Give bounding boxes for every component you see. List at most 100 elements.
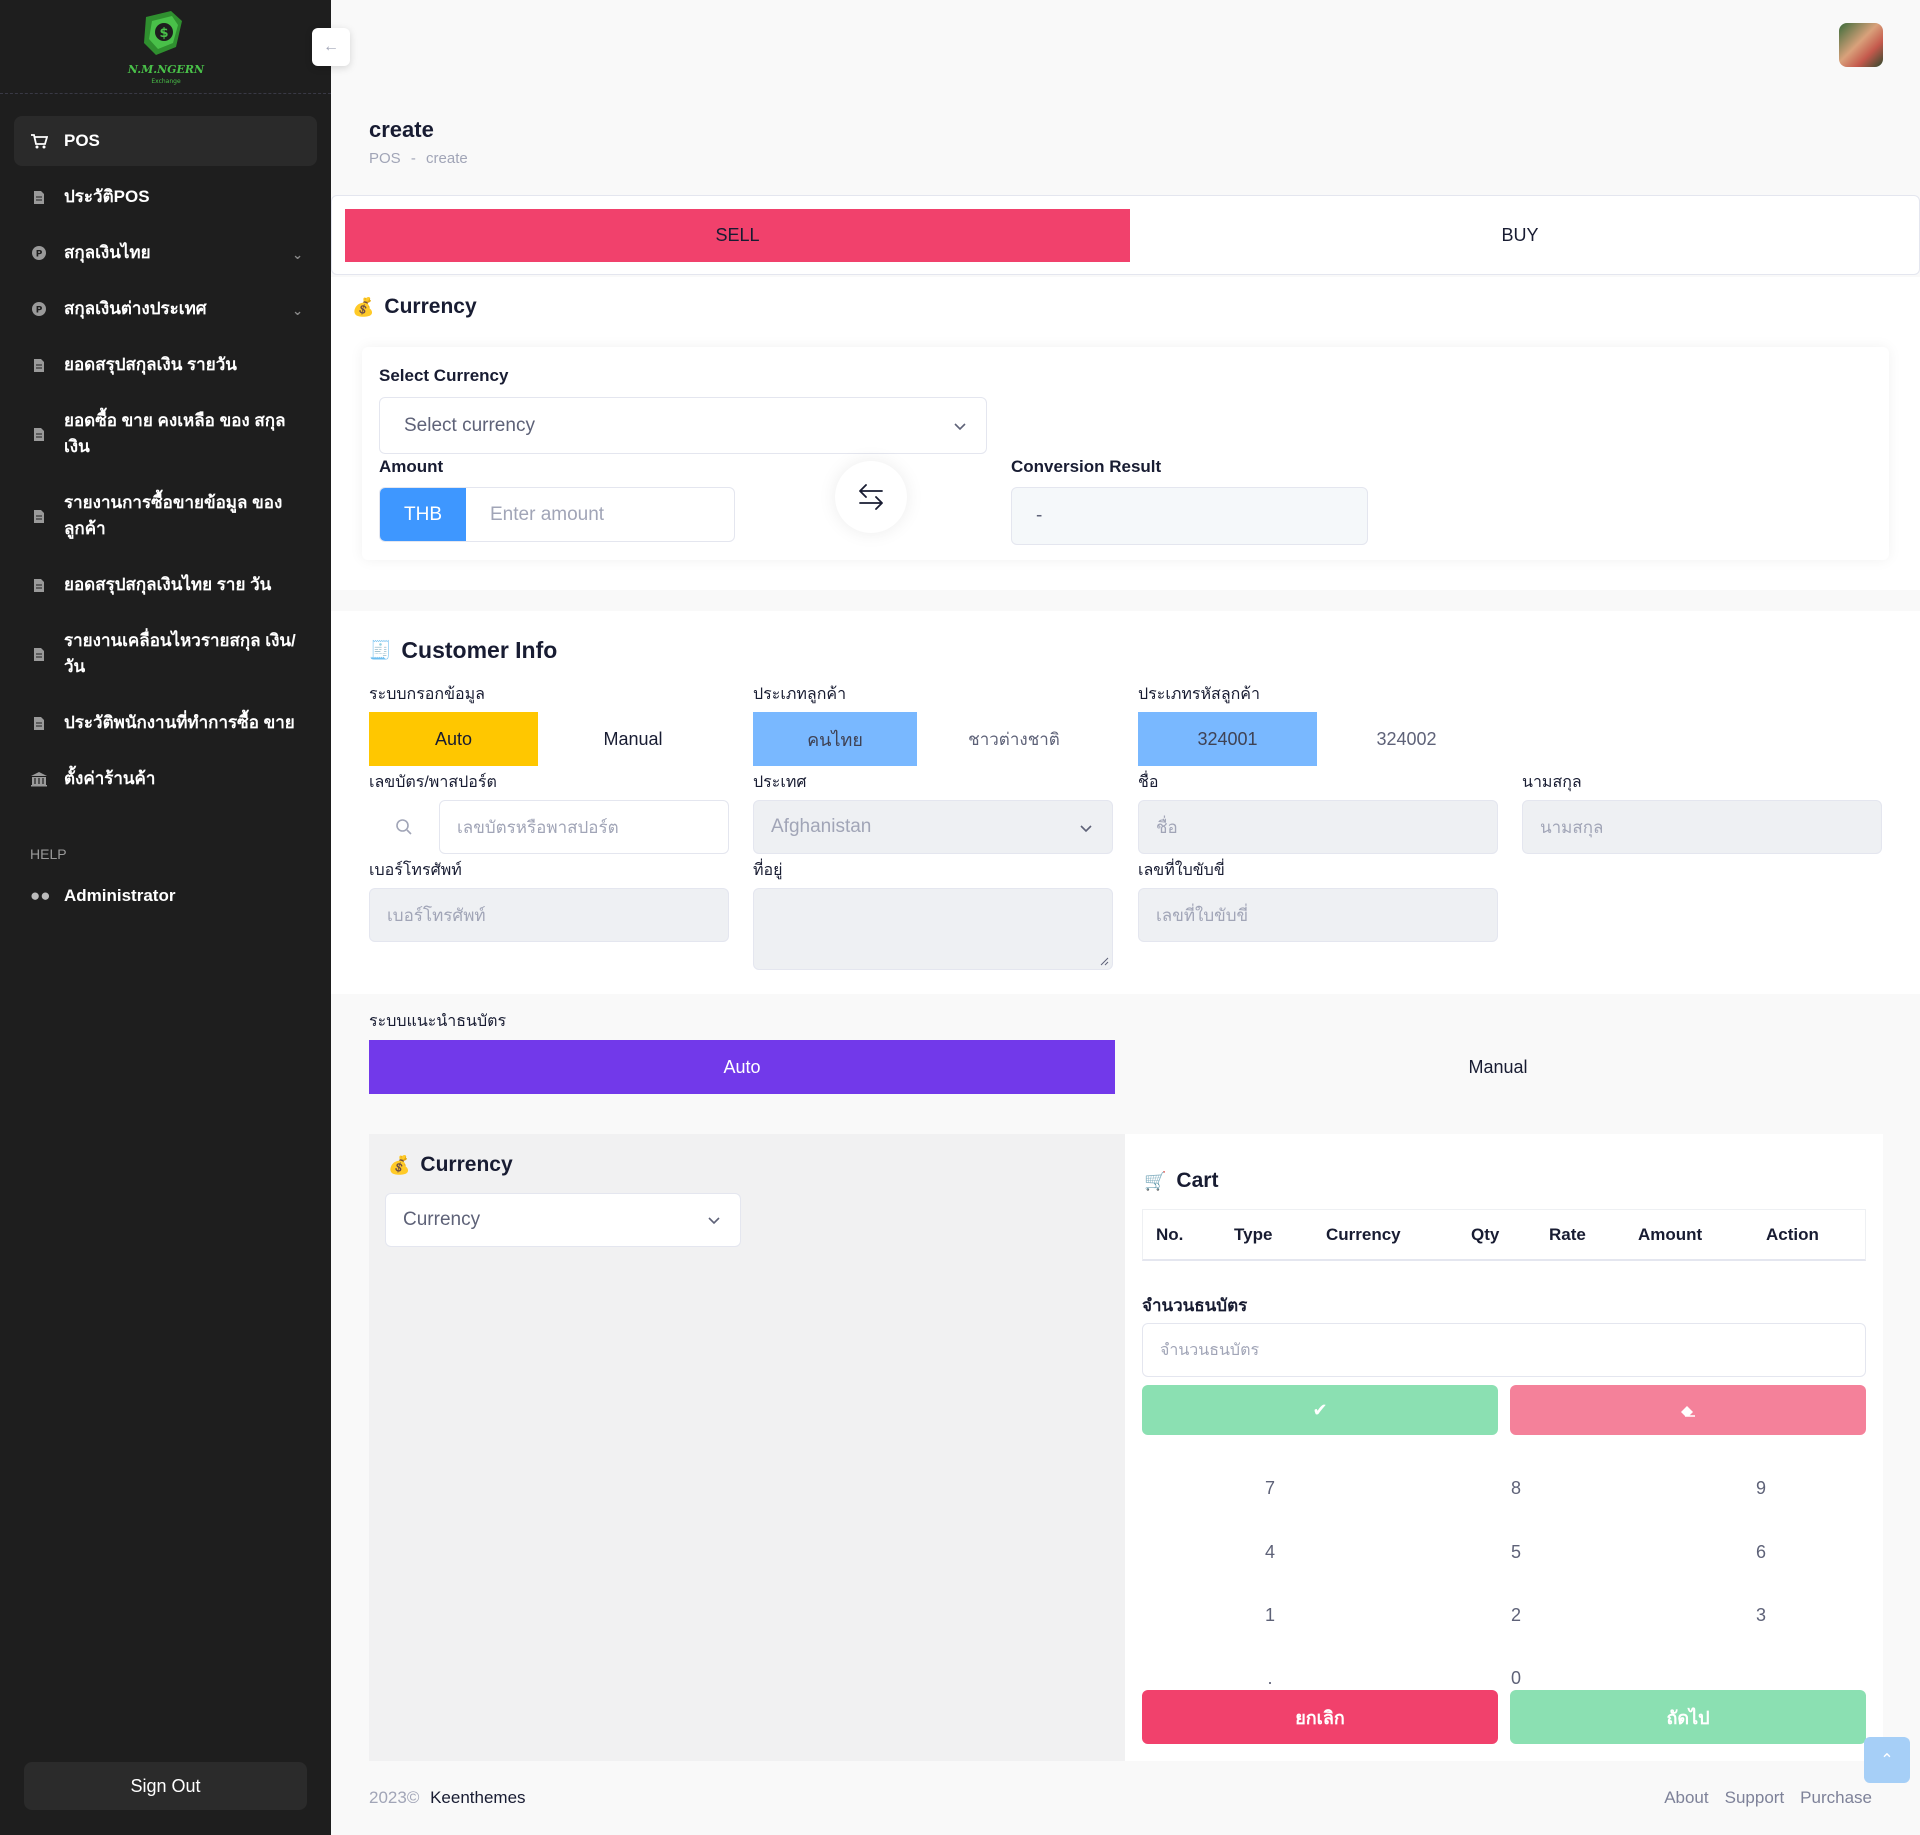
next-button[interactable]: ถัดไป xyxy=(1510,1690,1866,1744)
banknote-auto-button[interactable]: Auto xyxy=(369,1040,1115,1094)
customer-info-title: 🧾 Customer Info xyxy=(369,635,557,665)
sign-out-button[interactable]: Sign Out xyxy=(24,1762,307,1810)
banknote-count-input[interactable]: จำนวนธนบัตร xyxy=(1142,1323,1866,1377)
customer-type-label: ประเภทลูกค้า xyxy=(753,686,847,703)
sidebar-item-label: ตั้งค่าร้านค้า xyxy=(64,769,156,788)
numpad-key[interactable]: 7 xyxy=(1264,1478,1275,1498)
numpad-key[interactable]: 2 xyxy=(1510,1605,1521,1625)
column-header-rate: Rate xyxy=(1549,1224,1586,1244)
first-name-input[interactable]: ชื่อ xyxy=(1138,800,1498,854)
last-name-label: นามสกุล xyxy=(1522,774,1582,791)
phone-input[interactable]: เบอร์โทรศัพท์ xyxy=(369,888,729,942)
tab-sell[interactable]: SELL xyxy=(345,209,1130,262)
breadcrumb: POS - create xyxy=(369,150,468,167)
column-header-currency: Currency xyxy=(1326,1224,1401,1244)
sidebar-item[interactable]: ยอดสรุปสกุลเงินไทย ราย วัน xyxy=(14,560,317,610)
sidebar-item-label: Administrator xyxy=(64,886,176,904)
numpad-key[interactable]: 4 xyxy=(1264,1542,1275,1562)
svg-text:P: P xyxy=(36,250,43,260)
customer-code-324002-button[interactable]: 324002 xyxy=(1376,728,1437,749)
document-icon xyxy=(30,356,48,374)
country-select-value: Afghanistan xyxy=(771,816,872,837)
select-currency-dropdown[interactable]: Select currency xyxy=(379,397,987,454)
entry-mode-auto-button[interactable]: Auto xyxy=(369,712,538,766)
cart-panel: 🛒 Cart No. Type Currency Qty Rate Amount… xyxy=(1125,1134,1883,1761)
sidebar-item-label: POS xyxy=(64,131,100,150)
sidebar-item-label: ยอดซื้อ ขาย คงเหลือ ของ สกุลเงิน xyxy=(64,411,286,456)
sidebar-item-label: ประวัติPOS xyxy=(64,187,150,206)
sidebar-item[interactable]: ยอดซื้อ ขาย คงเหลือ ของ สกุลเงิน xyxy=(14,396,317,472)
shopping-cart-icon: 🛒 xyxy=(1144,1170,1167,1191)
document-icon xyxy=(30,425,48,443)
eraser-icon xyxy=(1681,1406,1695,1417)
sidebar-item[interactable]: ประวัติพนักงานที่ทำการซื้อ ขาย xyxy=(14,698,317,748)
entry-mode-label: ระบบกรอกข้อมูล xyxy=(369,686,485,703)
svg-text:$: $ xyxy=(159,26,168,41)
swap-currency-button[interactable] xyxy=(835,461,907,533)
numpad-key[interactable]: 9 xyxy=(1755,1478,1766,1498)
footer-link-about[interactable]: About xyxy=(1664,1788,1709,1807)
sidebar-item[interactable]: รายงานการซื้อขายข้อมูล ของลูกค้า xyxy=(14,478,317,554)
sidebar-item-label: สกุลเงินไทย xyxy=(64,243,151,262)
currency-section-title: 💰 Currency xyxy=(352,287,477,327)
resize-handle-icon xyxy=(1100,957,1109,966)
money-bag-icon: 💰 xyxy=(352,296,375,317)
footer-link-support[interactable]: Support xyxy=(1724,1788,1785,1807)
money-bag-icon: 💰 xyxy=(388,1154,411,1175)
customer-code-324001-button[interactable]: 324001 xyxy=(1138,712,1317,766)
numpad-key[interactable]: 0 xyxy=(1510,1668,1521,1688)
numpad-key[interactable]: 5 xyxy=(1510,1542,1521,1562)
sidebar-collapse-button[interactable]: ← xyxy=(312,28,350,66)
last-name-input[interactable]: นามสกุล xyxy=(1522,800,1882,854)
tab-buy[interactable]: BUY xyxy=(1501,225,1539,245)
cancel-button[interactable]: ยกเลิก xyxy=(1142,1690,1498,1744)
page-title: create xyxy=(369,117,434,142)
numpad-key[interactable]: 1 xyxy=(1264,1605,1275,1625)
sidebar-item[interactable]: ประวัติPOS xyxy=(14,172,317,222)
customer-type-foreign-button[interactable]: ชาวต่างชาติ xyxy=(968,729,1060,749)
amount-input[interactable]: Enter amount xyxy=(490,503,605,525)
sidebar-item[interactable]: ตั้งค่าร้านค้า xyxy=(14,754,317,804)
country-select[interactable]: Afghanistan xyxy=(753,800,1113,854)
sidebar-item-administrator[interactable]: ●● Administrator xyxy=(0,876,331,904)
svg-text:N.M.NGERN: N.M.NGERN xyxy=(126,63,204,76)
brand-logo[interactable]: $ N.M.NGERN Exchange xyxy=(116,7,216,87)
scroll-to-top-button[interactable]: ⌃ xyxy=(1864,1737,1910,1783)
breadcrumb-separator: - xyxy=(410,150,416,167)
column-header-type: Type xyxy=(1234,1224,1273,1244)
sidebar-item[interactable]: รายงานเคลื่อนไหวรายสกุล เงิน/วัน xyxy=(14,616,317,692)
breadcrumb-root[interactable]: POS xyxy=(369,150,401,167)
arrow-up-icon: ⌃ xyxy=(1880,1752,1894,1769)
address-textarea[interactable] xyxy=(753,888,1113,970)
document-icon xyxy=(30,645,48,663)
footer-link-purchase[interactable]: Purchase xyxy=(1800,1788,1872,1807)
confirm-button[interactable]: ✔ xyxy=(1142,1385,1498,1435)
id-passport-input[interactable]: เลขบัตรหรือพาสปอร์ต xyxy=(439,800,729,854)
sidebar-item[interactable]: P สกุลเงินต่างประเทศ ⌄ xyxy=(14,284,317,334)
amount-currency-prefix: THB xyxy=(380,488,466,541)
numpad-key[interactable]: 8 xyxy=(1510,1478,1521,1498)
user-avatar[interactable] xyxy=(1839,23,1883,67)
sidebar-item[interactable]: ยอดสรุปสกุลเงิน รายวัน xyxy=(14,340,317,390)
sidebar-item-label: รายงานการซื้อขายข้อมูล ของลูกค้า xyxy=(64,493,283,538)
currency-converter-card: Select Currency Select currency Amount T… xyxy=(362,347,1889,560)
numpad-key[interactable]: 3 xyxy=(1755,1605,1766,1625)
swap-arrows-icon xyxy=(859,484,883,510)
numpad-key[interactable]: . xyxy=(1267,1668,1273,1688)
customer-code-type-label: ประเภทรหัสลูกค้า xyxy=(1138,686,1260,703)
sidebar: $ N.M.NGERN Exchange POS ประวัติPOS P สกุลเ… xyxy=(0,0,331,1835)
select-currency-label: Select Currency xyxy=(379,366,509,385)
banknote-manual-button[interactable]: Manual xyxy=(1468,1056,1528,1077)
chevron-down-icon: ⌄ xyxy=(292,247,303,262)
currency-panel-select[interactable]: Currency xyxy=(385,1193,741,1247)
numpad-key[interactable]: 6 xyxy=(1755,1542,1766,1562)
license-input[interactable]: เลขที่ใบขับขี่ xyxy=(1138,888,1498,942)
sidebar-item[interactable]: P สกุลเงินไทย ⌄ xyxy=(14,228,317,278)
sidebar-item-label: รายงานเคลื่อนไหวรายสกุล เงิน/วัน xyxy=(64,631,296,676)
sidebar-item[interactable]: POS xyxy=(14,116,317,166)
erase-button[interactable] xyxy=(1510,1385,1866,1435)
entry-mode-manual-button[interactable]: Manual xyxy=(603,728,663,749)
customer-type-thai-button[interactable]: คนไทย xyxy=(753,712,917,766)
cart-icon xyxy=(30,132,48,150)
footer-company-link[interactable]: Keenthemes xyxy=(430,1788,526,1807)
